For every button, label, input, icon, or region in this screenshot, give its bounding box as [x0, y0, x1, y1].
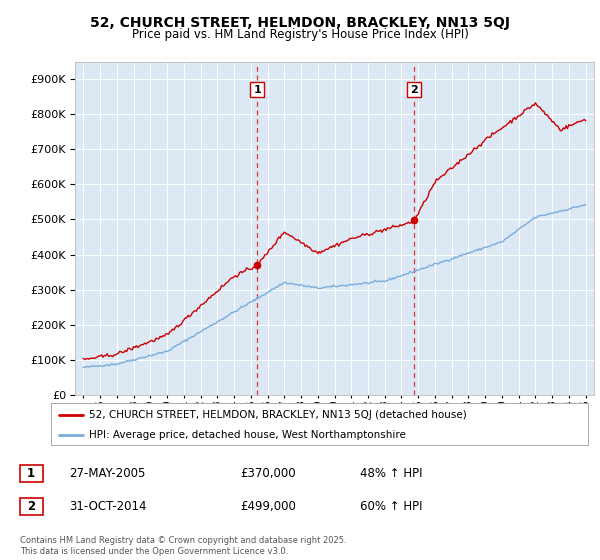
- Text: Price paid vs. HM Land Registry's House Price Index (HPI): Price paid vs. HM Land Registry's House …: [131, 28, 469, 41]
- Text: 60% ↑ HPI: 60% ↑ HPI: [360, 500, 422, 513]
- Text: Contains HM Land Registry data © Crown copyright and database right 2025.
This d: Contains HM Land Registry data © Crown c…: [20, 536, 346, 556]
- Text: 1: 1: [253, 85, 261, 95]
- Text: HPI: Average price, detached house, West Northamptonshire: HPI: Average price, detached house, West…: [89, 430, 406, 440]
- Text: 1: 1: [27, 467, 35, 480]
- Text: 52, CHURCH STREET, HELMDON, BRACKLEY, NN13 5QJ: 52, CHURCH STREET, HELMDON, BRACKLEY, NN…: [90, 16, 510, 30]
- Text: 2: 2: [27, 500, 35, 513]
- Text: 48% ↑ HPI: 48% ↑ HPI: [360, 467, 422, 480]
- Text: 27-MAY-2005: 27-MAY-2005: [69, 467, 145, 480]
- Text: £499,000: £499,000: [240, 500, 296, 513]
- Text: £370,000: £370,000: [240, 467, 296, 480]
- Text: 52, CHURCH STREET, HELMDON, BRACKLEY, NN13 5QJ (detached house): 52, CHURCH STREET, HELMDON, BRACKLEY, NN…: [89, 410, 466, 420]
- Text: 2: 2: [410, 85, 418, 95]
- Text: 31-OCT-2014: 31-OCT-2014: [69, 500, 146, 513]
